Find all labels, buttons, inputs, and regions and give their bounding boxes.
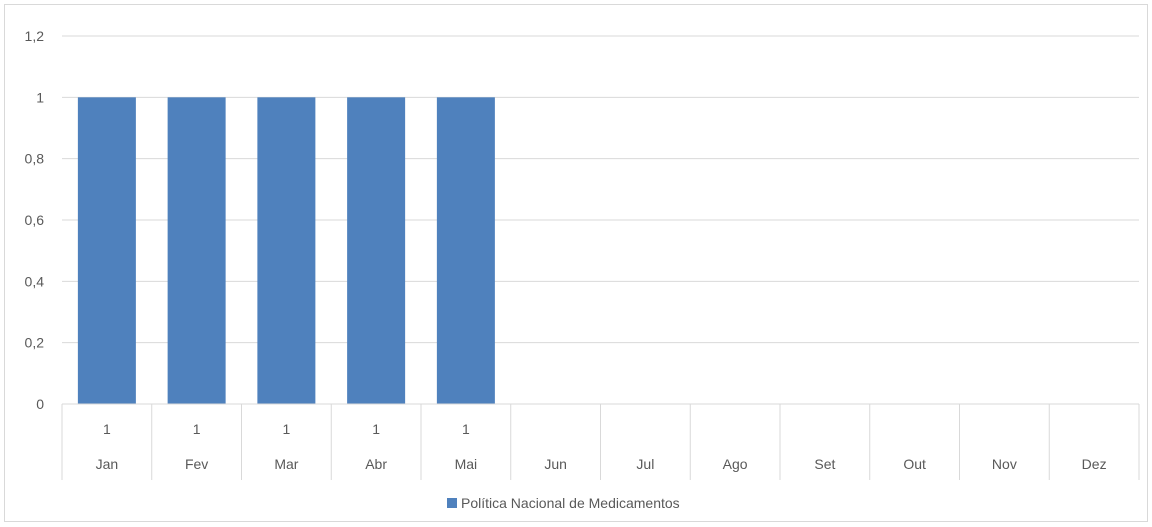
y-tick-label: 1	[36, 89, 44, 105]
x-tick-label: Fev	[185, 456, 208, 472]
gridlines	[62, 35, 1139, 344]
legend: Política Nacional de Medicamentos	[447, 495, 680, 511]
x-tick-label: Set	[814, 456, 835, 472]
bars	[77, 97, 495, 404]
bar-fev	[167, 97, 226, 404]
y-tick-label: 0,4	[25, 273, 45, 289]
x-tick-label: Mai	[455, 456, 478, 472]
legend-label: Política Nacional de Medicamentos	[461, 495, 680, 511]
data-label: 1	[193, 421, 201, 437]
x-tick-label: Mar	[274, 456, 298, 472]
x-tick-label: Jul	[636, 456, 654, 472]
y-tick-label: 0,2	[25, 335, 45, 351]
x-tick-label: Abr	[365, 456, 387, 472]
x-tick-label: Dez	[1082, 456, 1107, 472]
bar-abr	[347, 97, 406, 404]
data-label: 1	[103, 421, 111, 437]
y-tick-label: 0	[36, 396, 44, 412]
x-tick-label: Jun	[544, 456, 567, 472]
bar-jan	[77, 97, 136, 404]
data-label: 1	[462, 421, 470, 437]
y-tick-label: 0,8	[25, 151, 45, 167]
data-label: 1	[372, 421, 380, 437]
x-tick-label: Out	[903, 456, 926, 472]
legend-swatch	[447, 498, 457, 508]
x-tick-label: Jan	[96, 456, 119, 472]
x-tick-label: Ago	[723, 456, 748, 472]
data-table: 1 Jan 1 Fev 1 Mar 1 Abr 1 Mai Jun Jul Ago Set Out Nov De…	[61, 403, 1140, 480]
y-axis-tick-labels: 0 0,2 0,4 0,6 0,8 1 1,2	[25, 28, 45, 412]
bar-mar	[257, 97, 316, 404]
y-tick-label: 0,6	[25, 212, 45, 228]
data-label: 1	[282, 421, 290, 437]
bar-mai	[436, 97, 495, 404]
x-tick-label: Nov	[992, 456, 1017, 472]
y-tick-label: 1,2	[25, 28, 45, 44]
